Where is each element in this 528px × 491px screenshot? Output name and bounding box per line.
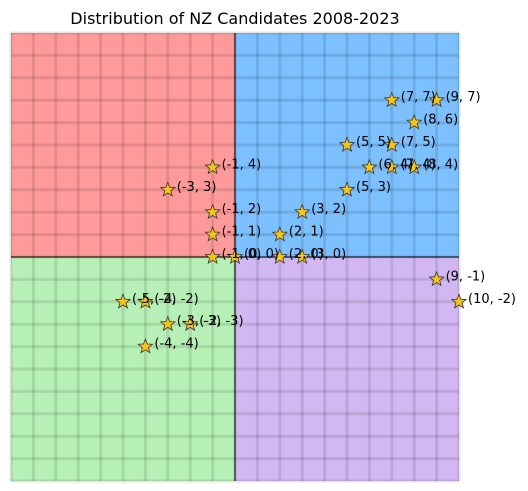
data-point xyxy=(271,225,288,242)
data-label: (2, 1) xyxy=(289,225,324,240)
data-point xyxy=(338,136,356,152)
chart-title: Distribution of NZ Candidates 2008-2023 xyxy=(70,9,399,28)
data-label: (6, 4) xyxy=(378,157,413,172)
quadrant-bottom-right xyxy=(235,257,459,481)
data-label: (5, 3) xyxy=(356,180,391,195)
data-points xyxy=(114,91,468,354)
data-label: (-2, -3) xyxy=(199,314,243,329)
data-point xyxy=(137,293,154,309)
data-label: (3, 2) xyxy=(311,202,346,217)
data-label: (-3, 3) xyxy=(177,180,217,195)
data-point xyxy=(383,158,400,175)
data-label: (7, 7) xyxy=(401,90,436,105)
data-point xyxy=(361,158,378,175)
data-label: (3, 0) xyxy=(311,247,346,262)
data-point xyxy=(406,113,423,130)
data-point xyxy=(406,158,423,175)
data-label: (8, 6) xyxy=(423,113,458,128)
data-label: (-4, -4) xyxy=(154,337,198,352)
data-point xyxy=(159,181,176,197)
data-point xyxy=(383,136,400,152)
data-point xyxy=(338,181,356,197)
data-point xyxy=(204,225,221,242)
data-point xyxy=(204,248,221,264)
data-label: (0, 0) xyxy=(244,247,279,262)
data-label: (-3, -3) xyxy=(177,314,221,329)
data-point xyxy=(204,203,221,220)
data-point xyxy=(383,91,400,108)
data-point xyxy=(204,158,221,175)
data-label: (-5, -2) xyxy=(132,292,176,307)
data-label: (9, 7) xyxy=(446,90,481,105)
data-label: (10, -2) xyxy=(468,292,516,307)
data-point xyxy=(226,248,244,264)
data-point xyxy=(294,203,311,220)
data-label: (-1, 2) xyxy=(222,202,262,217)
data-label: (2, 0) xyxy=(289,247,324,262)
data-point xyxy=(450,293,468,309)
data-point xyxy=(137,337,154,354)
data-label: (-1, 1) xyxy=(222,225,262,240)
data-point xyxy=(428,270,445,287)
data-label: (7, 5) xyxy=(401,135,436,150)
data-label: (-4, -2) xyxy=(154,292,198,307)
data-label: (-1, 4) xyxy=(222,157,262,172)
data-label: (7, 4) xyxy=(401,157,436,172)
data-label: (-1, 0) xyxy=(222,247,262,262)
data-point xyxy=(294,248,311,264)
data-point xyxy=(271,248,288,264)
data-label: (9, -1) xyxy=(446,269,486,284)
data-point xyxy=(182,315,199,332)
data-labels: (7, 7) (9, 7) (8, 6) (5, 5) (7, 5) (6, 4)(7, … xyxy=(132,90,516,351)
data-label: (8, 4) xyxy=(423,157,458,172)
data-point xyxy=(114,293,132,309)
data-label: (5, 5) xyxy=(356,135,391,150)
data-point xyxy=(159,315,176,332)
data-point xyxy=(428,91,445,108)
quadrant-top-left xyxy=(11,33,235,257)
